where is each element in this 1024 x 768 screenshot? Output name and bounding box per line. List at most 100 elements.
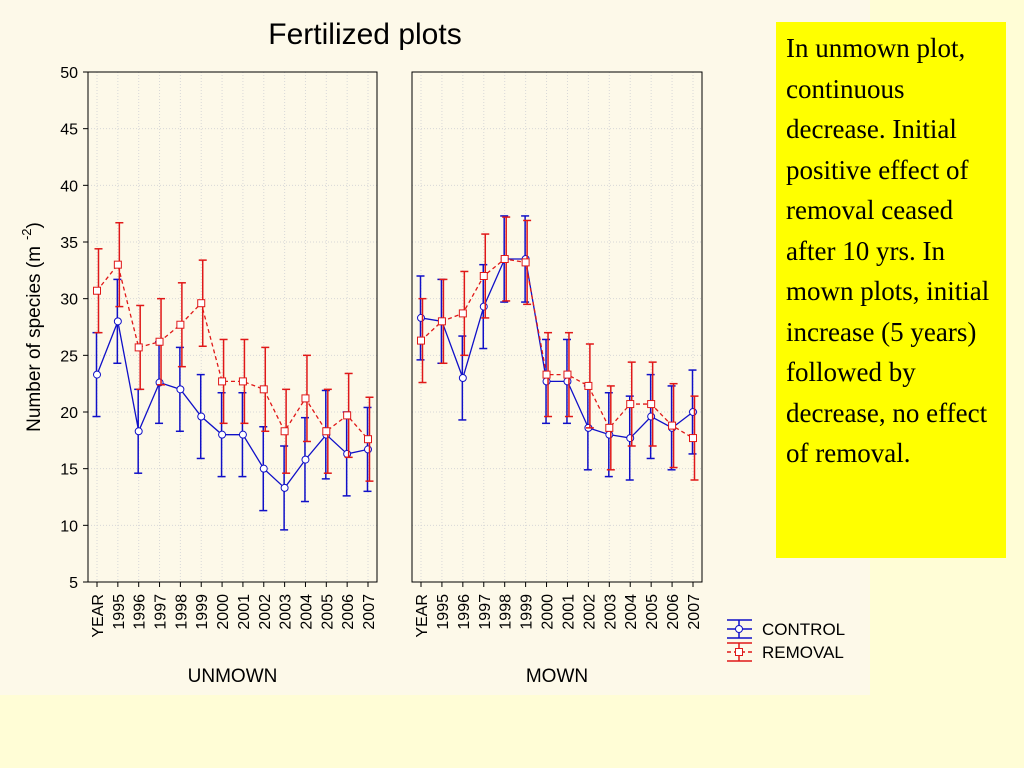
legend-marker [735,625,743,633]
x-tick-label: 2001 [236,594,253,630]
y-label-end: ) [24,222,45,228]
point [563,370,572,379]
y-tick-label: 25 [60,348,78,365]
point [605,430,614,439]
x-tick-label: 2006 [340,594,357,630]
point [155,337,164,346]
point [542,370,551,379]
x-tick-label: 1998 [498,594,515,630]
y-tick-label: 45 [60,122,78,139]
x-axis-label: UNMOWN [188,666,278,687]
point [197,412,206,421]
annotation: In unmown plot, continuous decrease. Ini… [776,22,1006,558]
point [584,381,593,390]
x-tick-label: 2002 [257,594,274,630]
point [479,302,488,311]
point [626,400,635,409]
x-tick-label: 2006 [665,594,682,630]
point [301,394,310,403]
point [280,483,289,492]
point [238,377,247,386]
y-tick-label: 40 [60,178,78,195]
series-line [420,258,694,439]
plot-background [0,0,870,695]
point [500,255,509,263]
point [134,343,143,352]
point [176,320,185,329]
point [113,260,122,269]
point [689,408,697,416]
point [259,385,268,394]
point [93,286,101,295]
point [343,449,352,458]
point [417,336,425,345]
legend-marker [735,648,743,656]
point [113,317,122,326]
x-tick-label: 1997 [153,594,170,630]
x-tick-label: YEAR [414,594,431,638]
chart-title: Fertilized plots [268,18,461,51]
y-tick-label: 50 [60,65,78,82]
y-tick-label: 15 [60,462,78,479]
point [322,427,331,436]
y-tick-label: 5 [69,575,78,592]
plot-frame [87,71,378,583]
x-tick-label: 2003 [278,594,295,630]
y-label-text: Number of species (m [24,246,45,432]
x-tick-label: 2004 [623,594,640,630]
x-tick-label: 1999 [194,594,211,630]
legend-label: CONTROL [762,620,845,639]
y-tick-label: 35 [60,235,78,252]
y-tick-label: 20 [60,405,78,422]
point [563,377,572,386]
x-tick-label: 2007 [361,594,378,630]
x-tick-label: 2001 [560,594,577,630]
point [668,421,677,430]
x-tick-label: 1996 [456,594,473,630]
plot-frame [411,71,703,583]
point [417,313,425,322]
point [343,411,352,420]
x-tick-label: 2007 [686,594,703,630]
x-tick-label: 1998 [173,594,190,630]
point [238,430,247,439]
y-tick-label: 10 [60,518,78,535]
series-line [96,318,369,489]
point [647,412,656,421]
point [689,434,697,443]
point [280,427,289,436]
point [479,272,488,280]
point [301,455,310,464]
x-tick-label: 2000 [215,594,232,630]
x-tick-label: 2000 [540,594,557,630]
point [364,445,372,454]
x-tick-label: 1997 [477,594,494,630]
point [605,423,614,432]
point [134,427,143,436]
x-tick-label: 2003 [602,594,619,630]
legend-label: REMOVAL [762,643,844,662]
point [259,464,268,473]
point [218,377,227,386]
point [93,370,101,379]
point [542,377,551,386]
x-axis-label: MOWN [526,666,588,687]
x-tick-label: 2005 [319,594,336,630]
y-axis-label: Number of species (m -2) [19,222,45,432]
x-tick-label: 2004 [298,594,315,630]
x-tick-label: 2005 [644,594,661,630]
point [521,258,530,267]
x-tick-label: YEAR [90,594,107,638]
x-tick-label: 1996 [132,594,149,630]
x-tick-label: 2002 [581,594,598,630]
x-tick-label: 1995 [111,594,128,630]
point [176,385,185,394]
series-line [420,258,694,439]
point [437,317,446,326]
point [647,400,656,409]
point [197,299,206,308]
point [364,435,372,444]
point [218,430,227,439]
